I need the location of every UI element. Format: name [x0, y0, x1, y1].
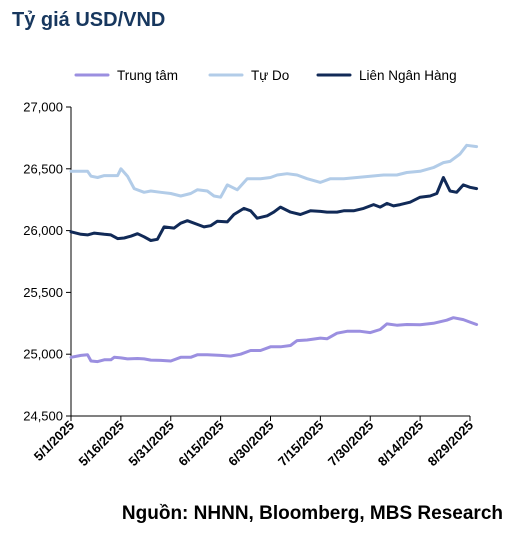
legend-label-tu-do: Tự Do [251, 68, 289, 83]
x-tick-label: 8/14/2025 [375, 418, 427, 470]
y-tick-label: 25,000 [23, 347, 63, 362]
x-tick-label: 7/30/2025 [325, 418, 377, 470]
y-tick-label: 27,000 [23, 100, 63, 115]
series-line-tu-do [69, 143, 479, 199]
legend-label-lien-ngan-hang: Liên Ngân Hàng [359, 68, 457, 83]
y-tick-label: 26,500 [23, 161, 63, 176]
x-tick-label: 6/15/2025 [175, 418, 227, 470]
legend: Trung tâm Tự Do Liên Ngân Hàng [74, 68, 457, 83]
y-tick-label: 24,500 [23, 409, 63, 424]
axes: 24,500 25,000 25,500 26,000 26,500 27,000 5/1/… [23, 100, 476, 470]
y-tick-label: 26,000 [23, 223, 63, 238]
series-line-trung-tam [69, 316, 479, 364]
chart-title: Tỷ giá USD/VND [12, 9, 165, 31]
plot-area [69, 143, 479, 364]
x-tick-label: 8/29/2025 [425, 418, 477, 470]
source-note: Nguồn: NHNN, Bloomberg, MBS Research [122, 503, 503, 524]
series-line-lien-ngan-hang [69, 176, 479, 242]
legend-label-trung-tam: Trung tâm [117, 68, 178, 83]
x-tick-label: 5/16/2025 [75, 418, 127, 470]
y-tick-label: 25,500 [23, 285, 63, 300]
x-tick-label: 5/31/2025 [125, 418, 177, 470]
x-tick-label: 7/15/2025 [275, 418, 327, 470]
x-tick-label: 5/1/2025 [31, 418, 77, 464]
x-tick-label: 6/30/2025 [225, 418, 277, 470]
